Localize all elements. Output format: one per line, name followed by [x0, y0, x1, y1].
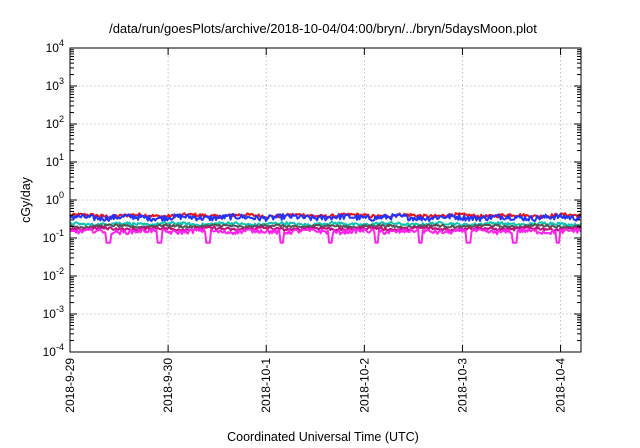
x-tick-label: 2018-10-3 [455, 358, 469, 413]
y-tick-label: 101 [46, 152, 64, 169]
grid [70, 48, 581, 352]
x-tick-label: 2018-10-4 [554, 358, 568, 413]
series-line-3 [69, 220, 582, 228]
y-tick-label: 10-4 [43, 342, 64, 359]
chart-title: /data/run/goesPlots/archive/2018-10-04/0… [109, 21, 537, 36]
series-line-6 [69, 227, 582, 244]
axis-ticks [69, 47, 581, 353]
y-tick-label: 10-2 [43, 266, 64, 283]
data-series [69, 212, 582, 244]
y-tick-label: 100 [46, 190, 64, 207]
series-line-5 [69, 225, 582, 232]
y-axis-label: cGy/day [19, 176, 33, 223]
y-tick-label: 102 [46, 114, 64, 131]
y-tick-label: 10-3 [43, 304, 64, 321]
y-tick-label: 103 [46, 76, 64, 93]
x-tick-label: 2018-9-30 [161, 358, 175, 413]
x-tick-label: 2018-10-1 [259, 358, 273, 413]
x-tick-labels: 2018-9-29 2018-9-30 2018-10-1 2018-10-2 2018… [63, 358, 568, 413]
x-axis-label: Coordinated Universal Time (UTC) [227, 430, 419, 444]
y-tick-label: 10-1 [43, 228, 64, 245]
x-tick-label: 2018-9-29 [63, 358, 77, 413]
x-tick-label: 2018-10-2 [357, 358, 371, 413]
series-line-2 [69, 212, 582, 223]
y-tick-labels: 104 103 102 101 100 10-1 10-2 10-3 10-4 [43, 38, 64, 359]
y-tick-label: 104 [46, 38, 64, 55]
